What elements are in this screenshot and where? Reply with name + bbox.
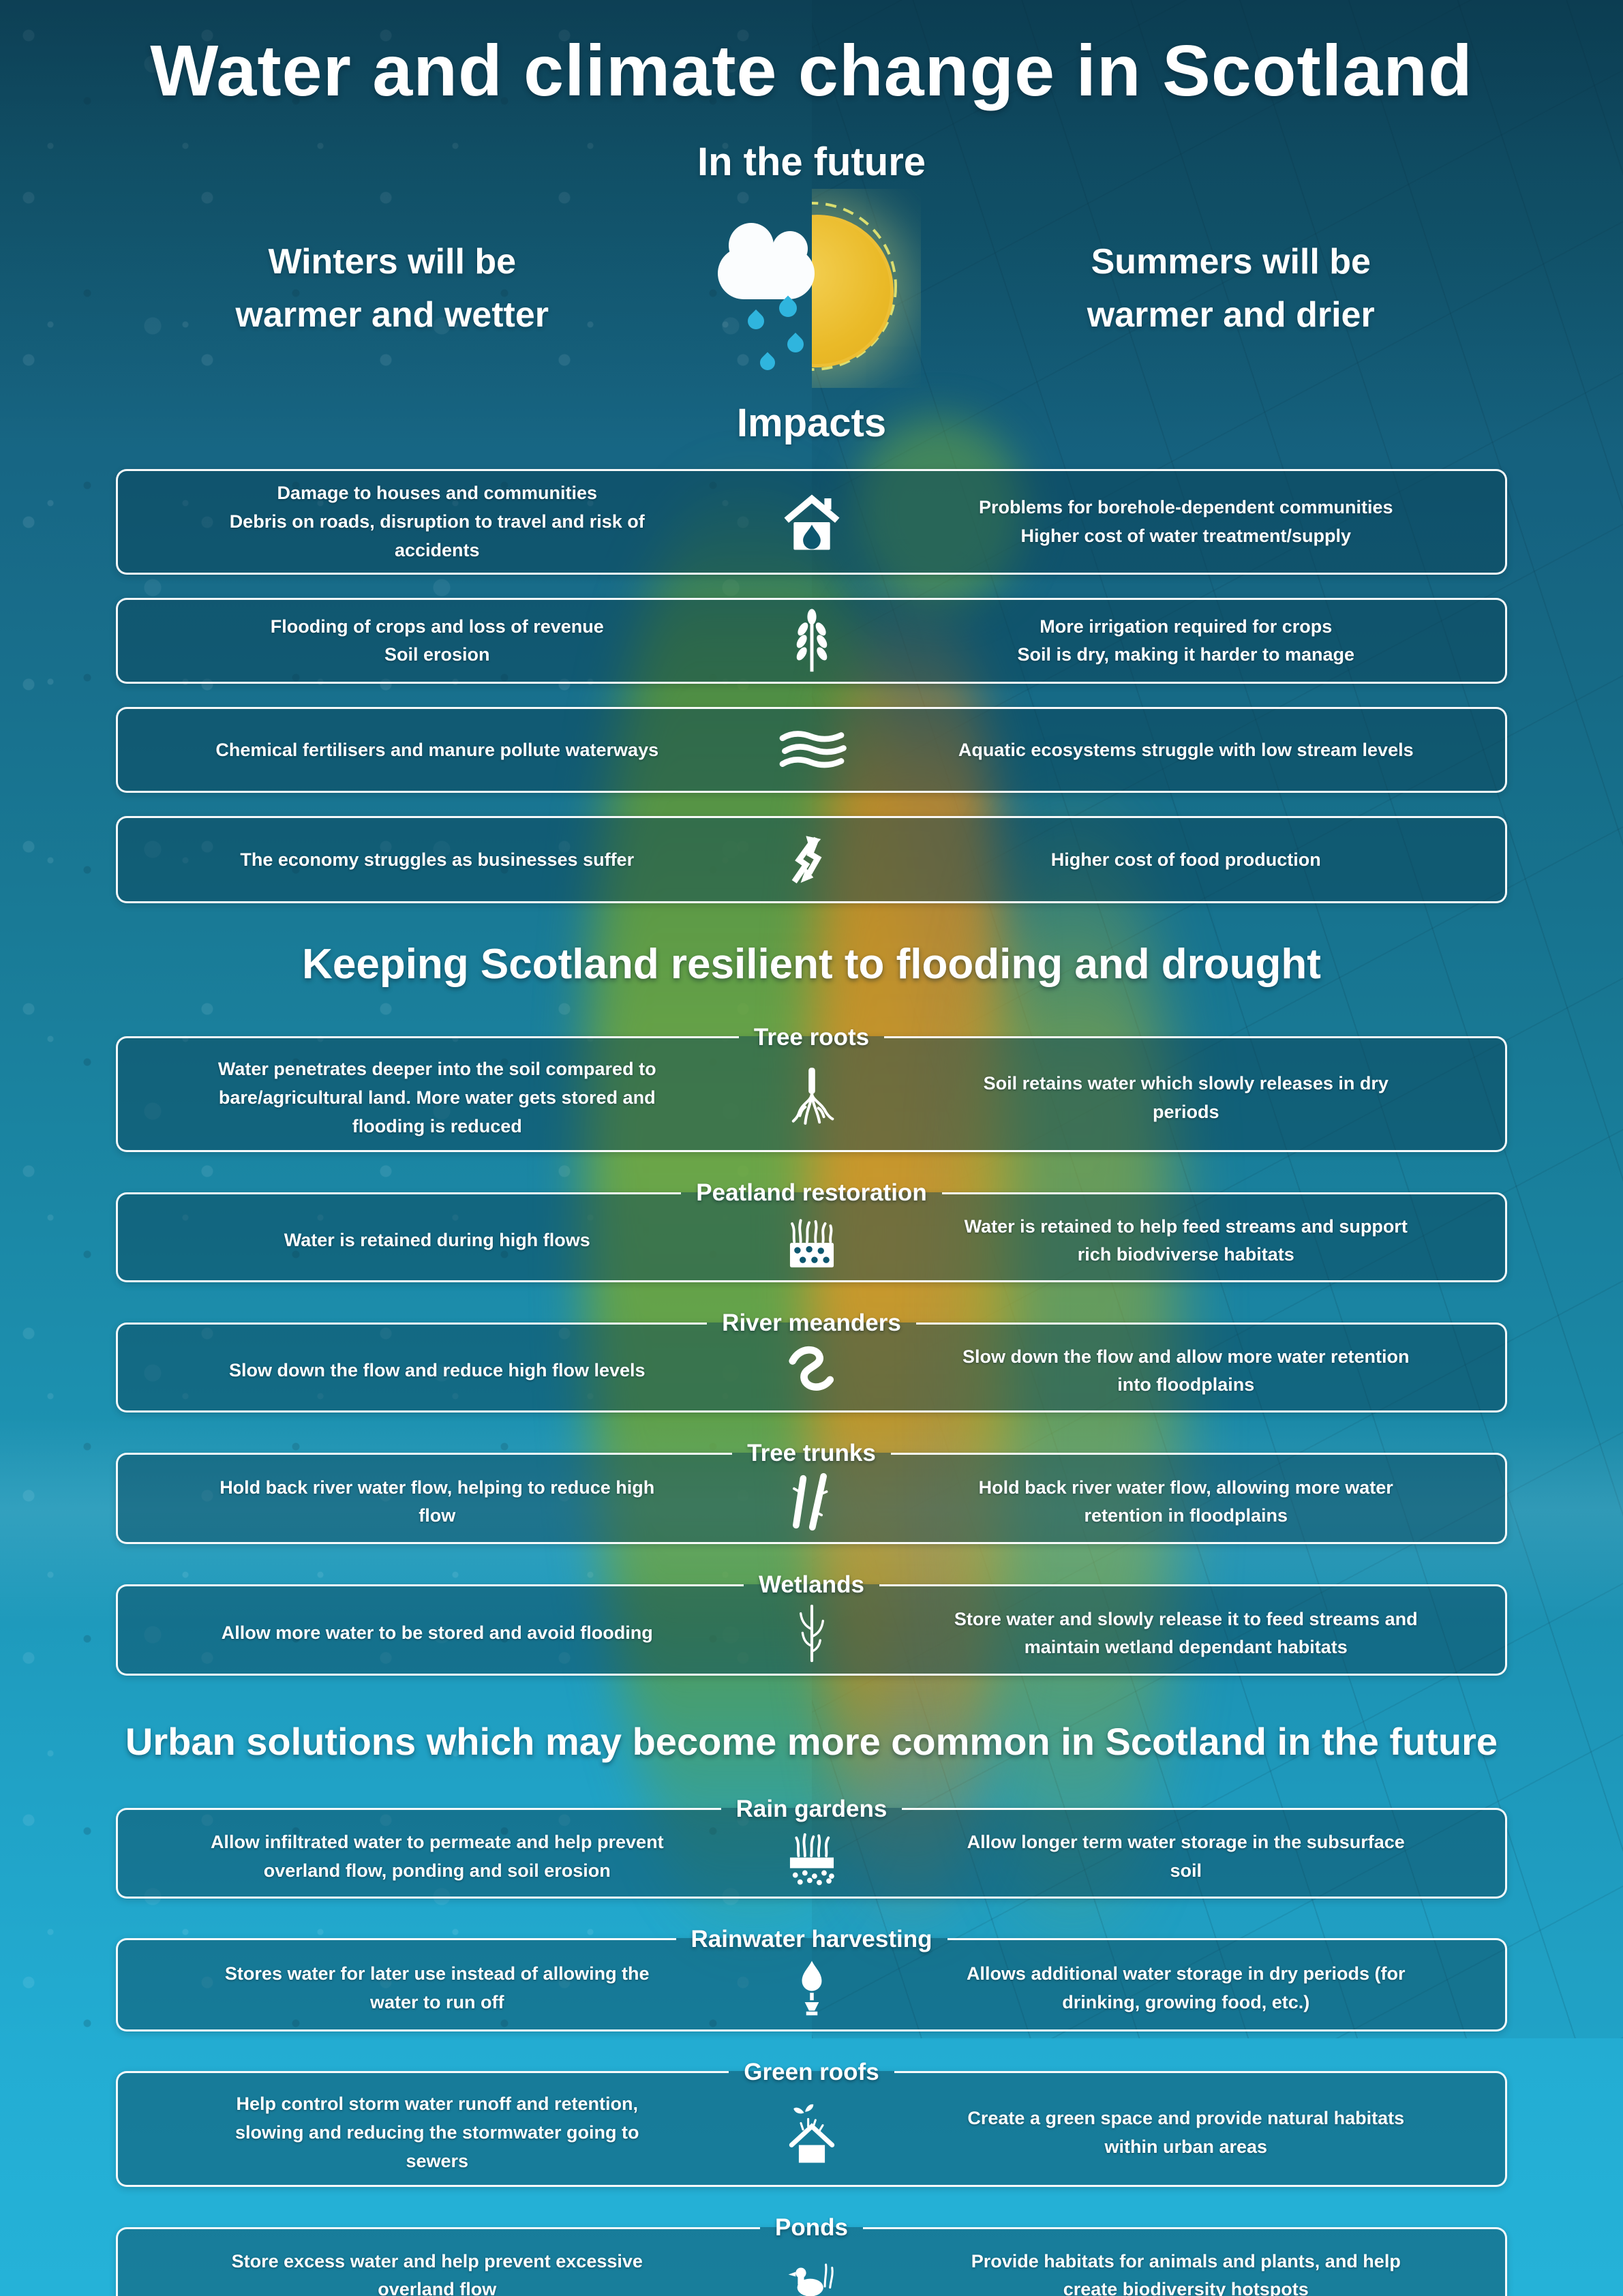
- raindrop-icon: [783, 332, 807, 356]
- peatland-icon: [740, 1211, 883, 1271]
- flood-benefit-text: Help control storm water runoff and rete…: [234, 2093, 639, 2171]
- row-label: Peatland restoration: [696, 1179, 927, 1207]
- stream-waves-icon: [740, 729, 883, 771]
- row-label: Rain gardens: [735, 1795, 888, 1822]
- drought-benefit-text: Provide habitats for animals and plants,…: [971, 2250, 1401, 2296]
- impact-summer-text: Aquatic ecosystems struggle with low str…: [958, 739, 1414, 760]
- drought-benefit-text: Slow down the flow and allow more water …: [962, 1346, 1410, 1395]
- impact-row-waterways: Chemical fertilisers and manure pollute …: [116, 707, 1507, 794]
- economy-arrows-icon: [740, 826, 883, 893]
- resilience-heading: Keeping Scotland resilient to flooding a…: [302, 941, 1321, 988]
- solution-row-rain-gardens: Rain gardens Allow infiltrated water to …: [116, 1795, 1507, 1899]
- flood-benefit-text: Allow infiltrated water to permeate and …: [210, 1832, 664, 1881]
- row-label: Wetlands: [759, 1571, 864, 1599]
- drought-benefit-text: Soil retains water which slowly releases…: [983, 1072, 1389, 1122]
- row-label: Tree roots: [753, 1023, 870, 1051]
- flooded-house-icon: [740, 491, 883, 554]
- solution-row-tree-roots: Tree roots Water penetrates deeper into …: [116, 1023, 1507, 1153]
- row-label: Rainwater harvesting: [691, 1925, 932, 1952]
- solution-row-river-meanders: River meanders Slow down the flow and re…: [116, 1310, 1507, 1413]
- river-meander-icon: [740, 1342, 883, 1400]
- sun-icon: [811, 189, 921, 388]
- impact-summer-text: Higher cost of food production: [1050, 849, 1321, 870]
- row-label: Tree trunks: [747, 1440, 876, 1467]
- rainwater-harvesting-icon: [740, 1957, 883, 2020]
- impact-summer-text: More irrigation required for crops Soil …: [1017, 616, 1355, 665]
- raindrop-icon: [775, 295, 800, 321]
- solution-row-peatland: Peatland restoration Water is retained d…: [116, 1179, 1507, 1283]
- drought-benefit-text: Allow longer term water storage in the s…: [967, 1832, 1405, 1881]
- impact-row-economy: The economy struggles as businesses suff…: [116, 816, 1507, 904]
- drought-benefit-text: Store water and slowly release it to fee…: [954, 1608, 1418, 1658]
- raindrop-icon: [744, 309, 768, 333]
- flood-benefit-text: Stores water for later use instead of al…: [224, 1963, 650, 2012]
- sun-rays-ring: [811, 201, 897, 371]
- solution-row-tree-trunks: Tree trunks Hold back river water flow, …: [116, 1440, 1507, 1545]
- solution-row-green-roofs: Green roofs Help control storm water run…: [116, 2058, 1507, 2188]
- raindrop-icon: [756, 352, 778, 374]
- drought-benefit-text: Allows additional water storage in dry p…: [966, 1963, 1406, 2012]
- impacts-heading: Impacts: [736, 400, 887, 445]
- flood-benefit-text: Store excess water and help prevent exce…: [231, 2250, 643, 2296]
- page-title: Water and climate change in Scotland: [150, 31, 1473, 111]
- tree-trunks-icon: [740, 1471, 883, 1532]
- wheat-crop-icon: [740, 609, 883, 674]
- summers-heading: Summers will be warmer and drier: [1087, 241, 1375, 335]
- drought-benefit-text: Water is retained to help feed streams a…: [964, 1215, 1408, 1265]
- solution-row-rainwater-harvesting: Rainwater harvesting Stores water for la…: [116, 1925, 1507, 2031]
- row-label: Green roofs: [744, 2058, 879, 2085]
- impact-row-housing: Damage to houses and communities Debris …: [116, 468, 1507, 575]
- flood-benefit-text: Allow more water to be stored and avoid …: [221, 1622, 653, 1644]
- flood-benefit-text: Slow down the flow and reduce high flow …: [228, 1360, 646, 1381]
- impact-row-crops: Flooding of crops and loss of revenue So…: [116, 598, 1507, 684]
- future-comparison-row: Winters will be warmer and wetter Summer…: [82, 189, 1541, 388]
- urban-heading: Urban solutions which may become more co…: [125, 1720, 1498, 1764]
- pond-icon: [740, 2247, 883, 2296]
- impact-winter-text: Chemical fertilisers and manure pollute …: [215, 739, 659, 760]
- scotland-map-yellowgreen-area: [967, 770, 1178, 1970]
- impact-summer-text: Problems for borehole-dependent communit…: [978, 496, 1393, 546]
- flood-benefit-text: Water penetrates deeper into the soil co…: [217, 1058, 656, 1136]
- row-label: River meanders: [722, 1310, 901, 1337]
- green-roof-icon: [740, 2101, 883, 2165]
- drought-benefit-text: Hold back river water flow, allowing mor…: [978, 1477, 1393, 1526]
- solution-row-wetlands: Wetlands Allow more water to be stored a…: [116, 1571, 1507, 1676]
- row-label: Ponds: [775, 2214, 848, 2241]
- wetlands-icon: [740, 1603, 883, 1664]
- rain-cloud-icon: [717, 222, 815, 299]
- rain-garden-icon: [740, 1827, 883, 1887]
- winters-heading: Winters will be warmer and wetter: [235, 241, 549, 335]
- scotland-map-north-patch: [853, 417, 1024, 608]
- flood-benefit-text: Hold back river water flow, helping to r…: [219, 1477, 655, 1526]
- subtitle-in-the-future: In the future: [697, 139, 926, 184]
- impact-winter-text: The economy struggles as businesses suff…: [240, 849, 635, 870]
- drought-benefit-text: Create a green space and provide natural…: [967, 2107, 1405, 2157]
- half-rain-half-sun-icon: [703, 189, 921, 388]
- flood-benefit-text: Water is retained during high flows: [284, 1230, 590, 1251]
- impact-winter-text: Damage to houses and communities Debris …: [229, 482, 645, 560]
- solution-row-ponds: Ponds Store excess water and help preven…: [116, 2214, 1507, 2296]
- tree-roots-icon: [740, 1066, 883, 1131]
- impact-winter-text: Flooding of crops and loss of revenue So…: [270, 616, 604, 665]
